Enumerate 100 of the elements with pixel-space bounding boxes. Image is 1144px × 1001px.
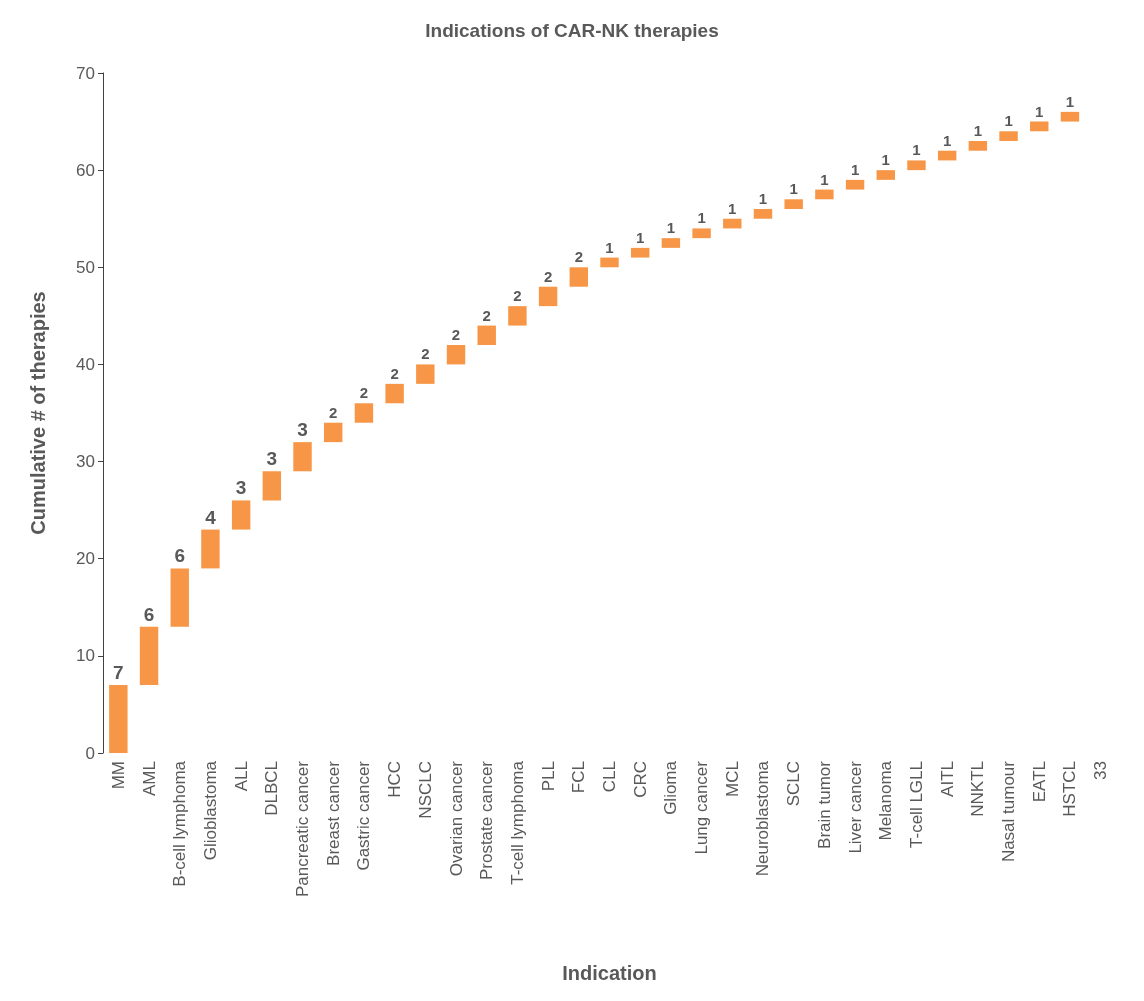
x-tick-label: HCC [385,761,405,798]
bar [1060,111,1080,122]
x-tick-label: Pancreatic cancer [293,760,313,898]
bar [937,150,957,161]
x-tick-label: T-cell LGLL [906,761,926,848]
data-label: 1 [820,170,829,188]
bar [753,209,773,219]
data-label: 1 [636,228,645,246]
data-label: 6 [143,603,155,625]
bar [815,189,834,200]
x-tick-label: Lung cancer [692,760,712,855]
data-label: 1 [728,199,737,217]
data-label: 1 [789,180,798,198]
bar [1030,121,1049,132]
x-tick-label: MCL [722,761,742,797]
data-label: 1 [1004,112,1013,130]
x-tick-label: Liver cancer [845,760,865,854]
bar [293,442,312,472]
bar [876,170,895,180]
bar [231,500,251,530]
bar [262,471,282,501]
x-tick-label: HSTCL [1060,761,1080,817]
data-label: 2 [329,403,338,421]
data-label: 2 [421,345,430,363]
x-tick-label: Prostate cancer [477,760,497,881]
y-tick-label: 20 [76,549,95,569]
bar [723,218,742,229]
bar [508,306,527,326]
x-tick-label: Melanoma [876,760,896,841]
chart-title: Indications of CAR-NK therapies [425,20,719,41]
data-label: 1 [605,238,614,256]
x-tick-label: AITL [937,761,957,797]
x-tick-label: CRC [630,761,650,798]
x-tick-label: T-cell lymphoma [507,760,527,885]
x-tick-label: AML [139,761,159,796]
bar [416,364,435,384]
bar [630,247,650,258]
data-label: 3 [297,419,308,441]
data-label: 6 [174,545,186,567]
data-label: 2 [574,248,583,266]
bar [201,529,220,569]
bar [170,568,189,627]
x-tick-label: NSCLC [415,761,435,819]
y-tick-label: 0 [85,743,95,763]
x-tick-label: FCL [569,761,589,794]
x-tick-label: Neuroblastoma [753,760,773,877]
y-tick-label: 10 [76,646,95,666]
x-tick-label: Glioma [661,760,681,815]
data-label: 2 [543,267,553,285]
x-tick-label: EATL [1029,761,1049,803]
bar [139,626,159,685]
x-tick-label: PLL [538,761,558,792]
data-label: 1 [697,209,706,227]
x-tick-label: SCLC [784,761,804,807]
bar [845,179,865,190]
x-tick-label: CLL [600,761,619,793]
x-tick-label: Nasal tumour [999,760,1019,863]
y-axis-title: Cumulative # of therapies [27,291,49,535]
data-label: 4 [205,506,217,528]
bar [569,267,589,287]
x-tick-label: 33 [1091,761,1111,780]
data-label: 1 [942,131,952,149]
bar [324,422,343,443]
bar [354,403,374,423]
bar [907,160,926,171]
data-label: 1 [758,190,768,207]
bar [999,131,1018,141]
data-label: 3 [235,477,247,499]
bar [600,257,619,268]
bar [385,383,404,404]
x-tick-label: B-cell lymphoma [170,760,190,887]
bar [538,286,558,307]
data-label: 2 [359,384,369,402]
data-label: 7 [113,662,124,683]
bar [477,325,496,345]
y-tick-label: 30 [76,452,95,472]
x-tick-label: DLBCL [262,761,282,816]
data-label: 2 [390,364,399,382]
bar [446,345,466,365]
data-label: 2 [513,287,522,305]
data-label: 1 [881,151,890,169]
data-label: 1 [1035,102,1044,120]
bar [968,141,988,151]
y-tick-label: 50 [76,257,95,277]
x-tick-label: Glioblastoma [200,760,220,861]
data-label: 2 [451,326,461,343]
data-label: 1 [666,219,676,237]
y-tick-label: 70 [76,63,95,83]
x-tick-label: ALL [231,761,251,792]
x-axis-title: Indication [562,962,657,984]
x-tick-label: Brain tumor [814,760,834,849]
x-tick-label: Ovarian cancer [446,760,466,877]
bar [661,238,681,248]
data-label: 1 [973,122,983,139]
bar [692,228,711,239]
data-label: 1 [1065,92,1075,110]
bar [109,685,128,753]
x-tick-label: Gastric cancer [354,760,374,871]
data-label: 2 [482,306,491,324]
data-label: 1 [850,160,860,178]
